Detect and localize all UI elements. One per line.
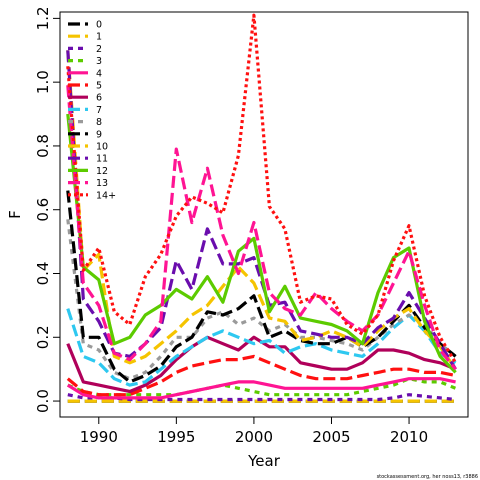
legend-label: 9: [96, 129, 102, 140]
x-tick-label: 1990: [80, 428, 118, 446]
legend-label: 1: [96, 32, 102, 43]
legend-label: 6: [96, 93, 102, 104]
x-axis-label: Year: [247, 452, 281, 470]
x-tick-label: 2010: [390, 428, 428, 446]
legend-label: 7: [96, 105, 102, 116]
legend-label: 2: [96, 44, 102, 55]
legend-label: 14+: [96, 190, 116, 201]
footnote: stockassessment.org, her noss13, r3886: [377, 474, 478, 480]
y-tick-label: 1.2: [34, 6, 52, 30]
series-line-5: [66, 354, 456, 397]
series-line-13: [66, 85, 457, 371]
series-line-9: [66, 190, 457, 384]
y-tick-label: 1.0: [34, 70, 52, 94]
y-tick-label: 0.0: [34, 389, 52, 413]
y-axis: 0.0 0.2 0.4 0.6 0.8 1.0 1.2: [34, 6, 61, 413]
series-layer: [66, 13, 457, 403]
y-tick-label: 0.4: [34, 262, 52, 286]
legend-label: 8: [96, 117, 102, 128]
x-tick-label: 1995: [157, 428, 195, 446]
legend-label: 10: [96, 142, 108, 153]
legend-label: 11: [96, 154, 108, 165]
y-tick-label: 0.6: [34, 198, 52, 222]
legend-label: 0: [96, 20, 102, 31]
x-tick-label: 2000: [235, 428, 273, 446]
legend-label: 4: [96, 68, 102, 79]
series-line-7: [66, 308, 457, 387]
y-tick-label: 0.2: [34, 325, 52, 349]
y-tick-label: 0.8: [34, 134, 52, 158]
legend-label: 12: [96, 166, 108, 177]
legend-label: 3: [96, 56, 102, 67]
series-line-8: [66, 219, 457, 381]
y-axis-label: F: [6, 210, 24, 219]
legend-label: 5: [96, 81, 102, 92]
series-line-12: [66, 113, 457, 374]
series-line-14plus: [66, 13, 457, 364]
x-axis: 1990 1995 2000 2005 2010: [80, 416, 428, 446]
series-line-4: [66, 377, 456, 400]
legend-label: 13: [96, 178, 108, 189]
x-tick-label: 2005: [312, 428, 350, 446]
